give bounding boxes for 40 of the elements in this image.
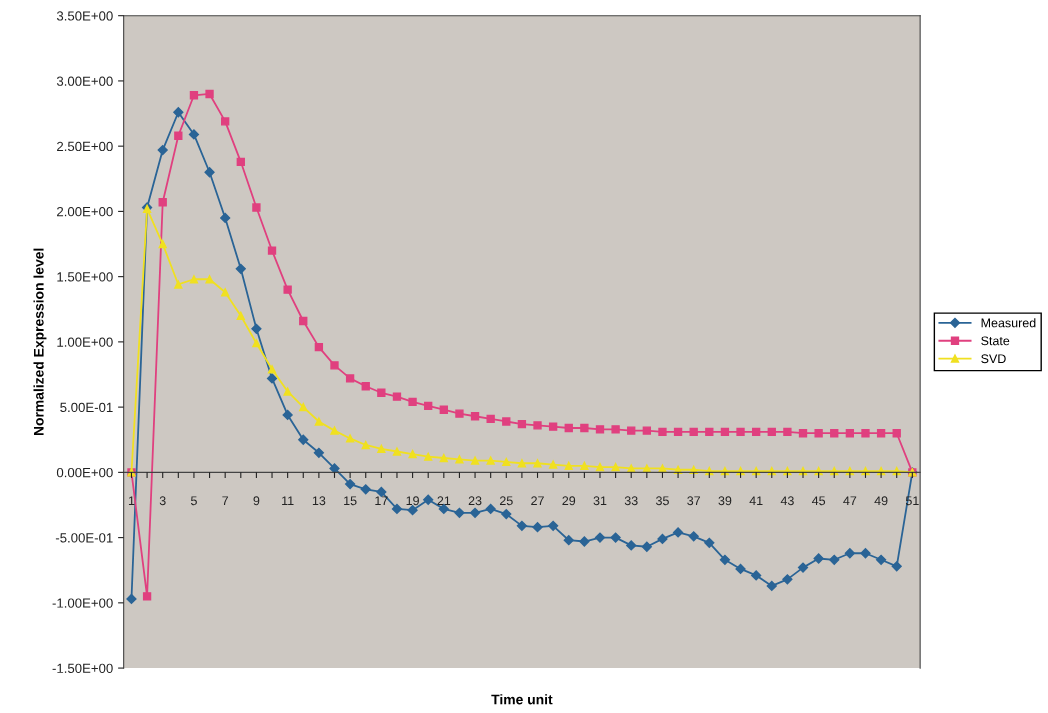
y-tick-label: 1.50E+00 xyxy=(57,272,113,282)
x-tick-label: 21 xyxy=(437,496,451,506)
x-tick-label: 47 xyxy=(843,496,857,506)
y-tick-label: 0.00E+00 xyxy=(56,467,113,478)
x-tick-label: 43 xyxy=(780,496,794,506)
x-tick-label: 45 xyxy=(811,496,826,506)
x-tick-label: 31 xyxy=(593,496,607,506)
y-tick-label: 2.50E+00 xyxy=(57,141,113,152)
y-tick-label: 3.50E+00 xyxy=(56,11,113,21)
y-tick-label: -1.00E+00 xyxy=(52,598,113,608)
x-tick-label: 25 xyxy=(499,496,513,506)
y-tick-label: 5.00E-01 xyxy=(60,402,113,413)
x-tick-label: 27 xyxy=(531,496,544,506)
x-tick-label: 13 xyxy=(312,496,326,506)
x-tick-label: 33 xyxy=(624,496,638,506)
legend-label: SVD xyxy=(981,354,1006,364)
x-tick-label: 5 xyxy=(190,496,197,506)
x-tick-label: 23 xyxy=(468,496,482,506)
x-tick-label: 41 xyxy=(749,496,763,506)
y-tick-label: -5.00E-01 xyxy=(55,533,113,543)
x-tick-label: 37 xyxy=(687,496,701,506)
y-tick-label: -1.50E+00 xyxy=(52,663,113,673)
y-tick-label: 1.00E+00 xyxy=(57,337,113,347)
y-tick-label: 2.00E+00 xyxy=(57,206,113,217)
x-axis-title: Time unit xyxy=(491,694,553,705)
x-tick-label: 39 xyxy=(718,496,732,506)
x-tick-label: 11 xyxy=(282,496,294,506)
x-tick-label: 17 xyxy=(375,496,388,506)
legend-label: Measured xyxy=(981,318,1036,328)
x-tick-label: 9 xyxy=(253,496,260,506)
x-tick-label: 35 xyxy=(655,496,669,506)
x-tick-label: 15 xyxy=(344,496,357,506)
y-tick-label: 3.00E+00 xyxy=(56,76,113,86)
legend-label: State xyxy=(981,336,1010,346)
x-tick-label: 19 xyxy=(406,496,419,506)
x-tick-label: 49 xyxy=(874,496,888,506)
x-tick-label: 29 xyxy=(562,496,576,506)
x-tick-label: 3 xyxy=(159,496,166,506)
x-tick-label: 7 xyxy=(222,496,229,506)
y-axis-title: Normalized Expression level xyxy=(33,248,47,436)
